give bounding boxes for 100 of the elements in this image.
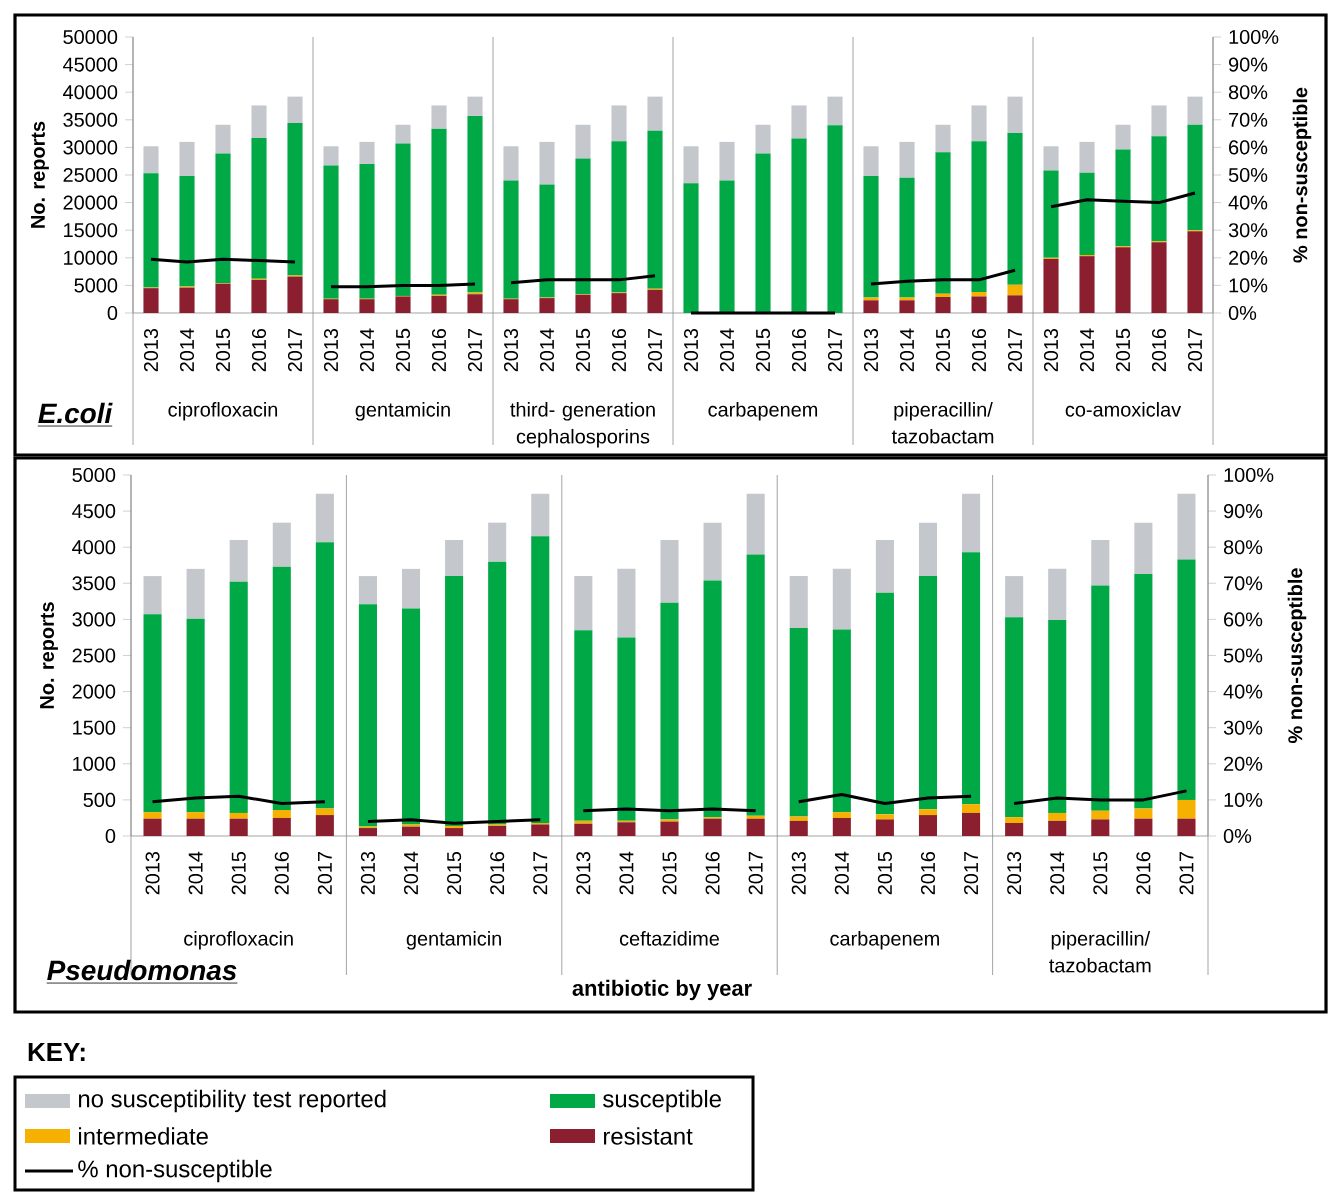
y2-tick-label: 50% (1223, 648, 1263, 663)
y-tick-label: 5000 (74, 278, 118, 293)
x-tick-label: 2016 (1151, 328, 1167, 372)
x-tick-label: 2014 (1079, 328, 1095, 372)
y2-tick-label: 70% (1224, 576, 1263, 591)
y-tick-label: 25000 (63, 167, 118, 183)
y2-tick-label: 20% (1229, 250, 1268, 265)
x-tick-label: 2015 (1115, 328, 1131, 372)
x-tick-label: 2013 (143, 328, 159, 372)
y2-tick-label: 60% (1224, 612, 1263, 627)
x-tick-label: 2013 (360, 851, 375, 895)
x-tick-label: 2017 (1007, 329, 1023, 372)
y-tick-label: 5000 (72, 467, 116, 483)
x-tick-label: 2017 (467, 329, 483, 372)
y2-axis-title: % non-susceptible (1287, 568, 1307, 744)
y-tick-label: 2000 (72, 684, 116, 699)
y-tick-label: 4000 (72, 540, 116, 555)
x-tick-label: 2017 (748, 852, 763, 895)
x-tick-label: 2014 (899, 328, 915, 372)
x-tick-label: 2015 (1093, 851, 1108, 895)
y-tick-label: 1000 (73, 756, 116, 771)
legend-label: % non-susceptible (78, 1159, 272, 1183)
x-tick-label: 2015 (935, 328, 951, 372)
x-tick-label: 2015 (231, 851, 246, 895)
text: carbapenem (830, 931, 939, 950)
text: third- generation cephalosporins (510, 402, 655, 448)
y2-tick-label: 90% (1228, 57, 1268, 72)
text: ciprofloxacin (184, 931, 293, 950)
x-tick-label: 2015 (395, 328, 411, 372)
x-tick-label: 2014 (1050, 851, 1065, 895)
x-tick-label: 2015 (755, 328, 771, 372)
x-tick-label: 2013 (683, 328, 699, 372)
text: carbapenem (708, 402, 818, 421)
x-tick-label: 2014 (719, 328, 735, 372)
x-tick-label: 2013 (323, 328, 339, 372)
legend-label: no susceptibility test reported (78, 1089, 386, 1113)
x-tick-label: 2014 (834, 851, 849, 895)
y-axis-title: No. reports (31, 121, 49, 228)
y-tick-label: 45000 (63, 57, 118, 72)
x-axis-title: antibiotic by year (572, 979, 752, 1001)
x-tick-label: 2013 (863, 328, 879, 372)
x-tick-label: 2013 (791, 851, 806, 895)
text: piperacillin/ tazobactam (891, 402, 994, 444)
x-tick-label: 2014 (619, 851, 634, 895)
y-tick-label: 4500 (72, 504, 116, 519)
y2-tick-label: 30% (1223, 720, 1263, 735)
legend-title: KEY: (28, 1043, 85, 1061)
x-tick-label: 2017 (1179, 852, 1194, 895)
y2-tick-label: 20% (1224, 756, 1263, 771)
y-tick-label: 0 (105, 828, 116, 844)
x-tick-label: 2015 (662, 851, 677, 895)
x-tick-label: 2015 (215, 328, 231, 372)
text: piperacillin/ tazobactam (1049, 931, 1151, 973)
text: gentamicin (406, 931, 501, 950)
y2-tick-label: 30% (1228, 223, 1268, 238)
text: Pseudomonas (47, 959, 237, 981)
x-tick-label: 2017 (1187, 329, 1203, 372)
y-tick-label: 50000 (63, 29, 118, 45)
y2-axis-title: % non-susceptible (1292, 87, 1312, 263)
x-tick-label: 2016 (274, 851, 289, 895)
x-tick-label: 2016 (1136, 851, 1151, 895)
y2-tick-label: 80% (1223, 540, 1263, 555)
y2-tick-label: 10% (1224, 792, 1263, 807)
y2-tick-label: 80% (1228, 85, 1268, 100)
x-tick-label: 2014 (403, 851, 419, 895)
y-axis-title: No. reports (40, 602, 58, 709)
x-tick-label: 2017 (964, 852, 979, 895)
y-tick-label: 500 (83, 792, 116, 807)
text: co-amoxiclav (1065, 402, 1182, 417)
y-tick-label: 3000 (72, 612, 116, 627)
x-tick-label: 2014 (359, 328, 375, 372)
y2-tick-label: 0% (1228, 305, 1257, 321)
x-tick-label: 2016 (791, 328, 807, 372)
x-tick-label: 2013 (503, 328, 519, 372)
y-tick-label: 20000 (63, 195, 118, 210)
x-tick-label: 2016 (705, 851, 720, 895)
x-tick-label: 2015 (575, 328, 591, 372)
y2-tick-label: 10% (1229, 278, 1268, 293)
x-tick-label: 2013 (145, 851, 160, 895)
x-tick-label: 2013 (1007, 851, 1022, 895)
y2-tick-label: 70% (1229, 112, 1268, 127)
x-tick-label: 2013 (576, 851, 591, 895)
x-tick-label: 2016 (431, 328, 447, 372)
legend-label: susceptible (603, 1089, 721, 1113)
x-tick-label: 2016 (971, 328, 987, 372)
legend-label: resistant (604, 1127, 693, 1145)
text: gentamicin (355, 402, 450, 421)
legend-label: intermediate (78, 1127, 208, 1145)
x-tick-label: 2016 (251, 328, 267, 372)
y2-tick-label: 100% (1229, 29, 1279, 45)
y-tick-label: 35000 (63, 112, 118, 127)
y-tick-label: 2500 (72, 648, 116, 663)
x-tick-label: 2017 (647, 329, 663, 372)
x-tick-label: 2016 (490, 851, 505, 895)
y-tick-label: 15000 (64, 223, 118, 238)
x-tick-label: 2017 (287, 329, 303, 372)
y2-tick-label: 50% (1228, 167, 1268, 183)
x-tick-label: 2017 (317, 852, 332, 895)
y2-tick-label: 90% (1223, 504, 1263, 519)
y-tick-label: 1500 (73, 720, 116, 735)
